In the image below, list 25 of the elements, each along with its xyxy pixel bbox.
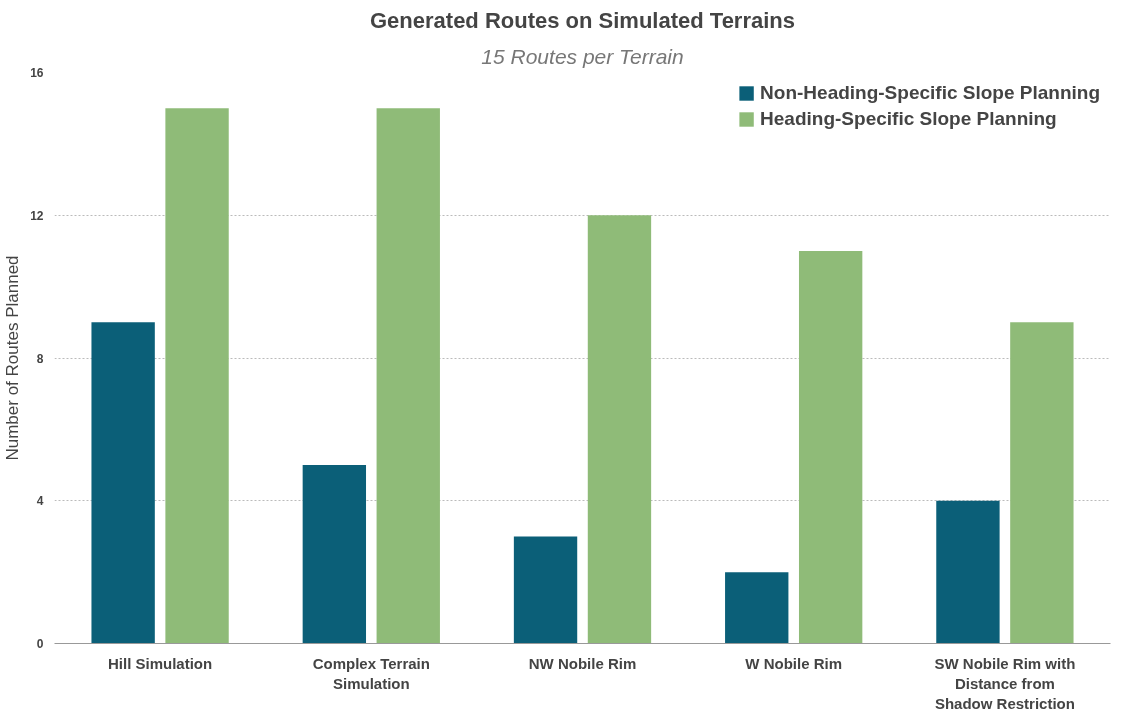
- bar: [91, 322, 155, 644]
- y-tick-label: 16: [30, 66, 44, 80]
- bar: [513, 536, 578, 644]
- x-tick-label: SW Nobile Rim with Distance from Shadow Restriction: [934, 654, 1076, 713]
- x-tick-label: Hill Simulation: [108, 654, 213, 672]
- bar: [587, 215, 652, 644]
- y-tick-label: 4: [36, 494, 44, 509]
- bar: [1010, 322, 1074, 644]
- chart-subtitle: 15 Routes per Terrain: [481, 44, 684, 68]
- y-tick-label: 8: [36, 351, 44, 366]
- x-tick-label: W Nobile Rim: [745, 654, 843, 672]
- x-tick-label: Complex Terrain Simulation: [312, 654, 430, 692]
- bar: [302, 465, 367, 644]
- x-tick-label: NW Nobile Rim: [528, 654, 637, 672]
- bar: [376, 108, 440, 644]
- bar: [165, 108, 229, 644]
- bar: [798, 250, 863, 644]
- y-tick-label: 12: [30, 208, 44, 223]
- legend-label: Heading-Specific Slope Planning: [760, 108, 1057, 130]
- legend-label: Non-Heading-Specific Slope Planning: [760, 82, 1100, 104]
- y-tick-label: 0: [36, 637, 44, 651]
- chart-title: Generated Routes on Simulated Terrains: [369, 7, 796, 33]
- y-axis-title: Number of Routes Planned: [3, 255, 23, 461]
- bar: [936, 500, 1000, 644]
- bar: [725, 572, 789, 644]
